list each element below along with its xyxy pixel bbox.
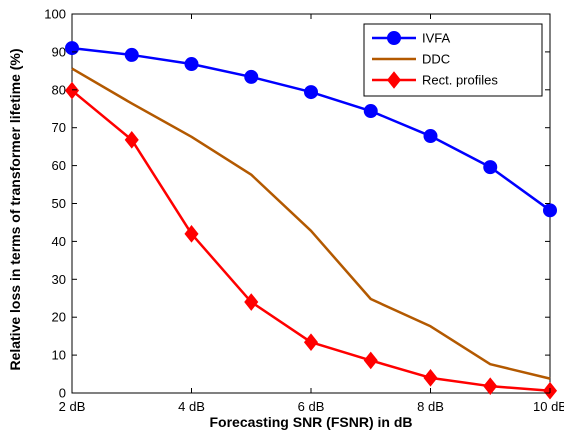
data-point-rect-profiles (423, 369, 438, 387)
y-tick-label: 90 (52, 44, 66, 59)
data-point-ivfa (423, 129, 438, 144)
data-point-ivfa (244, 69, 259, 84)
data-point-ivfa (543, 203, 557, 218)
ticks-layer: 2 dB 4 dB 6 dB 8 dB 10 dB 0 10 20 30 40 50 60 70 80 90… (44, 7, 564, 415)
x-tick-label: 6 dB (298, 399, 325, 414)
data-point-ivfa (483, 160, 498, 175)
legend-label-ddc: DDC (422, 52, 450, 67)
data-point-rect-profiles (363, 351, 378, 370)
legend-item-rect-profiles: Rect. profiles (372, 71, 498, 89)
data-point-ivfa (124, 47, 139, 62)
legend-item-ivfa: IVFA (372, 31, 451, 46)
y-tick-label: 80 (52, 82, 66, 97)
legend-item-ddc: DDC (372, 52, 450, 67)
data-point-ivfa (65, 41, 79, 56)
data-point-rect-profiles (303, 333, 319, 352)
data-point-ivfa (363, 104, 378, 119)
y-axis-label: Relative loss in terms of transformer li… (7, 48, 23, 370)
y-tick-label: 20 (52, 310, 66, 325)
x-tick-label: 4 dB (178, 399, 205, 414)
legend-marker-rect-profiles (386, 71, 402, 89)
x-tick-label: 8 dB (417, 399, 444, 414)
y-tick-label: 40 (52, 234, 66, 249)
series-line-ddc (71, 67, 551, 380)
data-point-rect-profiles (64, 81, 80, 100)
legend-label-rect-profiles: Rect. profiles (422, 73, 498, 88)
series-ivfa (65, 41, 557, 218)
data-point-ivfa (184, 57, 199, 72)
y-tick-label: 70 (52, 120, 66, 135)
x-axis-label: Forecasting SNR (FSNR) in dB (209, 414, 412, 430)
y-tick-label: 60 (52, 158, 66, 173)
y-tick-label: 100 (44, 7, 66, 22)
data-point-rect-profiles (184, 225, 199, 243)
data-point-rect-profiles (483, 377, 498, 395)
legend-marker-ivfa (387, 31, 401, 45)
series-ddc (71, 67, 551, 380)
y-tick-label: 50 (52, 196, 66, 211)
x-tick-label: 2 dB (59, 399, 86, 414)
legend: IVFA DDC Rect. profiles (363, 23, 543, 97)
x-tick-label: 10 dB (533, 399, 564, 414)
data-point-rect-profiles (124, 131, 139, 149)
y-tick-label: 10 (52, 348, 66, 363)
y-tick-label: 0 (59, 386, 66, 401)
data-point-ivfa (304, 85, 318, 100)
legend-label-ivfa: IVFA (422, 31, 451, 46)
data-point-rect-profiles (244, 293, 259, 311)
y-tick-label: 30 (52, 272, 66, 287)
